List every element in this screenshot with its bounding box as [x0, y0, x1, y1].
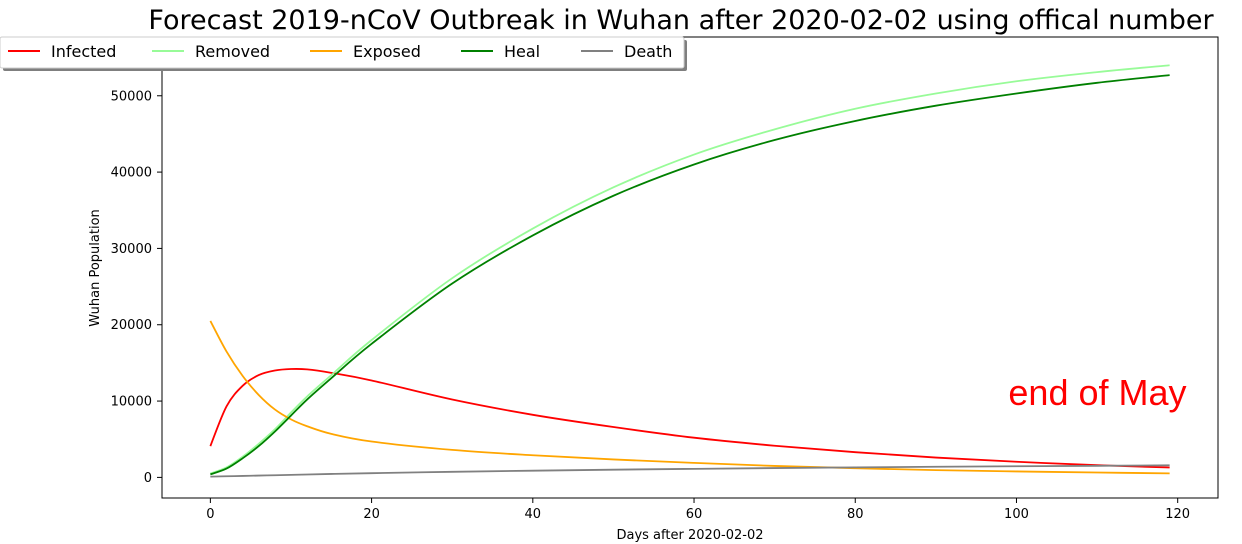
legend-items: Infected Removed Exposed Heal Death — [8, 42, 672, 61]
series-line-heal — [210, 74, 1170, 476]
y-tick-label: 0 — [144, 471, 152, 486]
y-tick-label: 10000 — [111, 395, 152, 410]
x-tick-label: 20 — [363, 507, 380, 522]
legend-label-removed: Removed — [195, 42, 270, 61]
legend-box — [0, 36, 685, 69]
legend-label-heal: Heal — [504, 42, 540, 61]
annotation-end-of-may: end of May — [1008, 372, 1186, 413]
x-tick-label: 100 — [1004, 507, 1029, 522]
y-axis: 0 10000 20000 30000 40000 50000 — [111, 89, 162, 486]
series-line-infected — [209, 367, 1170, 469]
y-tick-label: 50000 — [111, 89, 152, 104]
y-axis-label: Wuhan Population — [88, 209, 103, 327]
y-tick-label: 20000 — [111, 318, 152, 333]
y-tick-label: 30000 — [111, 242, 152, 257]
legend-label-death: Death — [624, 42, 672, 61]
plot-area: 0 20 40 60 80 100 120 0 10000 20000 30000 40000 500… — [111, 36, 1219, 522]
legend: Infected Removed Exposed Heal Death — [0, 36, 687, 71]
x-tick-label: 80 — [847, 507, 864, 522]
x-axis: 0 20 40 60 80 100 120 — [206, 498, 1190, 522]
y-tick-label: 40000 — [111, 166, 152, 181]
series-line-death — [210, 464, 1170, 478]
legend-label-infected: Infected — [51, 42, 116, 61]
series-line-exposed — [209, 320, 1170, 475]
plot-frame — [161, 36, 1219, 499]
series-line-removed — [210, 64, 1170, 475]
x-axis-label: Days after 2020-02-02 — [616, 528, 763, 543]
x-tick-label: 40 — [525, 507, 542, 522]
x-tick-label: 60 — [686, 507, 703, 522]
series-layer — [209, 64, 1170, 478]
x-tick-label: 120 — [1165, 507, 1190, 522]
legend-label-exposed: Exposed — [353, 42, 421, 61]
chart-title: Forecast 2019-nCoV Outbreak in Wuhan aft… — [148, 5, 1214, 36]
x-tick-label: 0 — [206, 507, 214, 522]
